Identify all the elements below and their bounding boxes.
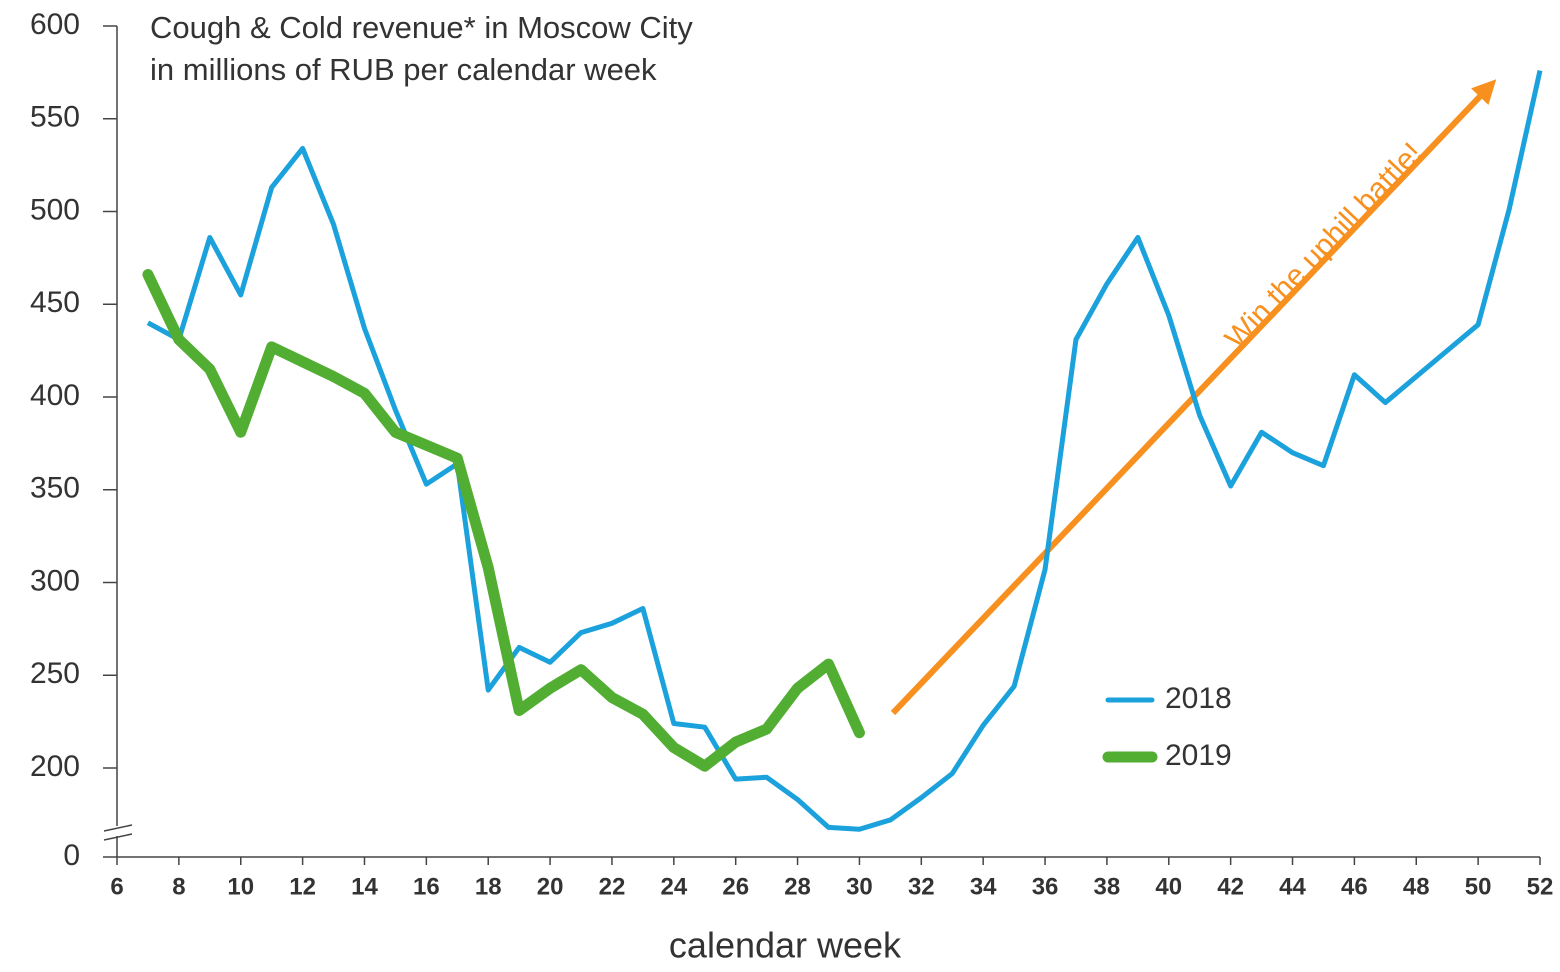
legend-label: 2019 [1165, 739, 1232, 772]
x-tick-label: 6 [110, 873, 123, 900]
x-tick-label: 28 [784, 873, 811, 900]
axis-break [103, 824, 133, 832]
x-axis-label: calendar week [669, 925, 902, 966]
y-tick-label: 500 [30, 193, 80, 226]
x-tick-label: 8 [172, 873, 185, 900]
series-line [146, 69, 1543, 832]
x-tick-label: 36 [1032, 873, 1059, 900]
legend-label: 2018 [1165, 682, 1232, 715]
x-tick-label: 42 [1217, 873, 1244, 900]
x-tick-label: 50 [1465, 873, 1492, 900]
y-tick-label: 600 [30, 8, 80, 41]
x-tick-label: 12 [289, 873, 316, 900]
x-tick-label: 30 [846, 873, 873, 900]
x-tick-label: 40 [1155, 873, 1182, 900]
y-tick-label: 200 [30, 750, 80, 783]
chart-subtitle: in millions of RUB per calendar week [150, 52, 657, 87]
y-tick-label: 250 [30, 657, 80, 690]
x-tick-label: 22 [599, 873, 626, 900]
y-tick-label: 450 [30, 286, 80, 319]
x-tick-label: 16 [413, 873, 440, 900]
x-tick-label: 44 [1279, 873, 1306, 900]
x-tick-label: 26 [722, 873, 749, 900]
annotation: Win the uphill battle! [1219, 137, 1429, 356]
x-tick-label: 48 [1403, 873, 1430, 900]
x-tick-label: 18 [475, 873, 502, 900]
y-tick-label: 300 [30, 564, 80, 597]
series-line [142, 269, 865, 772]
x-tick-label: 52 [1527, 873, 1554, 900]
x-tick-label: 38 [1094, 873, 1121, 900]
x-tick-label: 34 [970, 873, 997, 900]
y-tick-label: 400 [30, 379, 80, 412]
x-tick-label: 14 [351, 873, 378, 900]
axis-break-gap [100, 826, 130, 836]
y-tick-label: 350 [30, 472, 80, 505]
y-tick-label: 0 [63, 839, 80, 872]
x-tick-label: 20 [537, 873, 564, 900]
x-tick-label: 46 [1341, 873, 1368, 900]
chart-title: Cough & Cold revenue* in Moscow City [150, 10, 693, 45]
y-tick-label: 550 [30, 101, 80, 134]
axis-break [103, 833, 133, 841]
x-tick-label: 10 [227, 873, 254, 900]
annotation-arrow [890, 79, 1497, 716]
x-tick-label: 32 [908, 873, 935, 900]
x-tick-label: 24 [660, 873, 687, 900]
